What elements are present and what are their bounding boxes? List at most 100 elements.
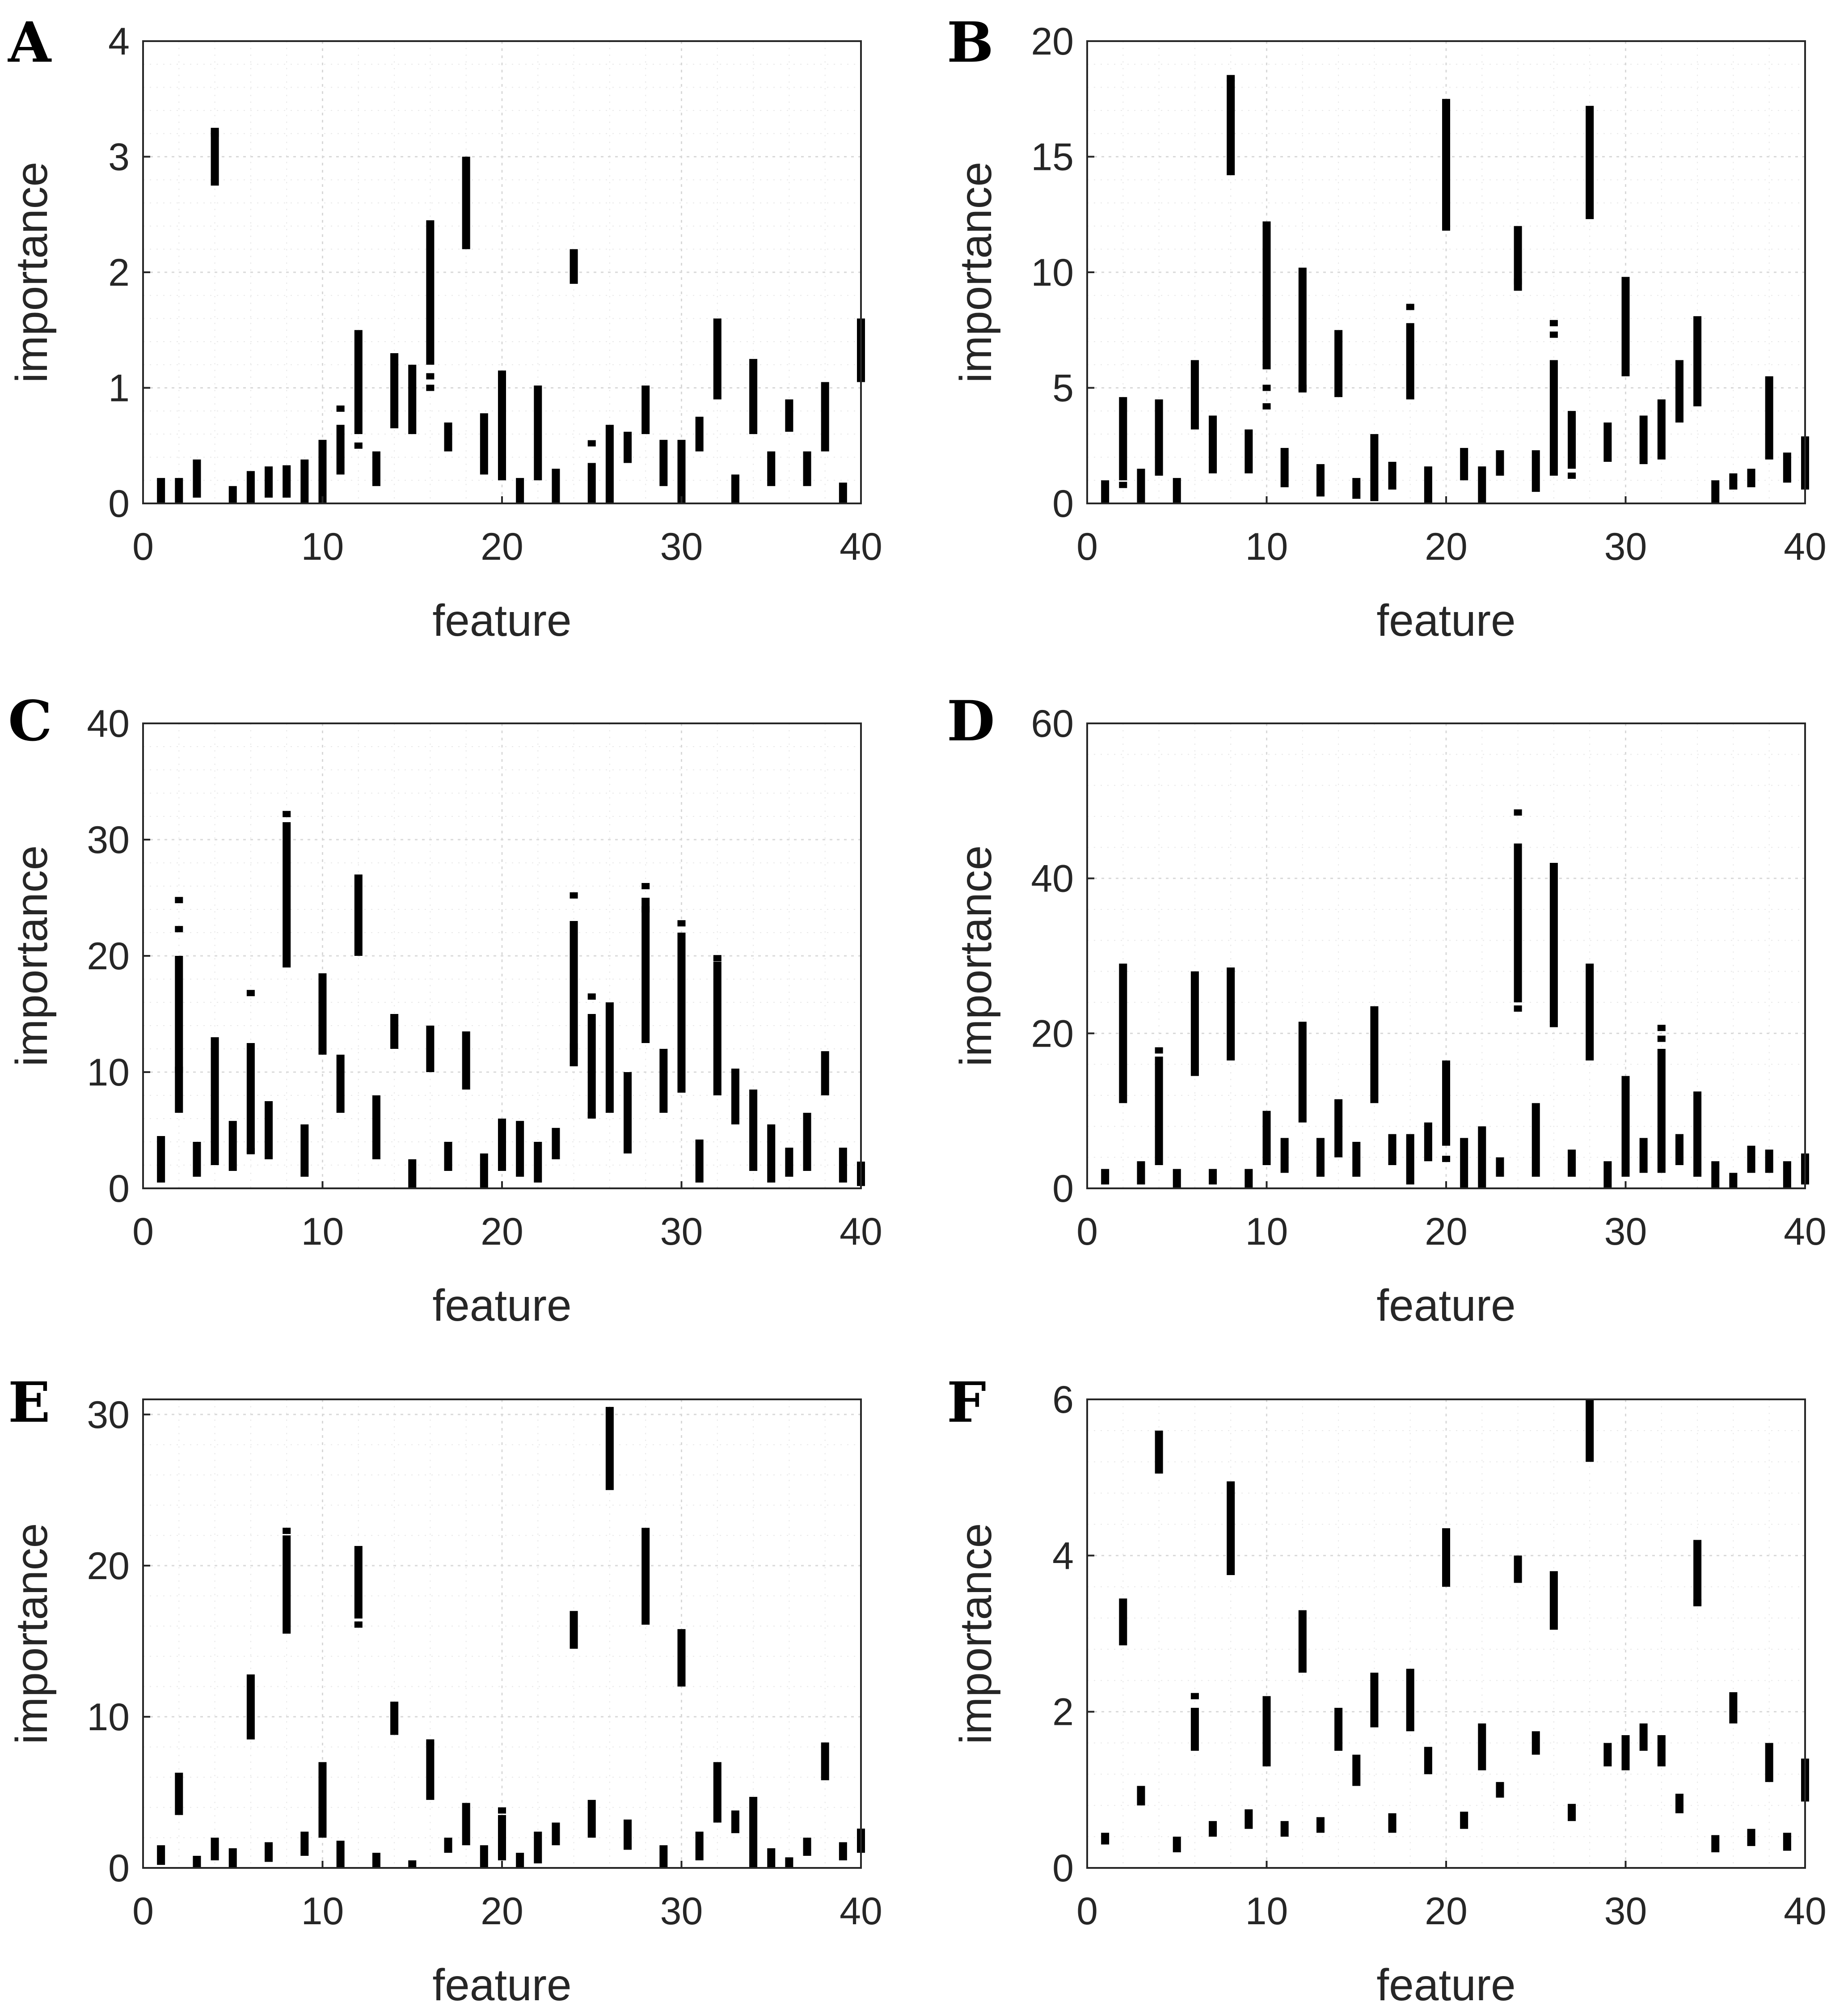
outlier-feature-26	[1549, 1021, 1558, 1027]
range-bar-feature-4	[1155, 1056, 1163, 1165]
outlier-feature-20	[1442, 199, 1450, 206]
range-bar-feature-32	[1657, 1735, 1666, 1766]
range-bar-feature-11	[336, 1841, 345, 1868]
x-tick-label: 0	[132, 525, 154, 568]
range-bar-feature-13	[372, 451, 380, 486]
x-tick-label: 40	[840, 1210, 882, 1253]
range-bar-feature-13	[1316, 1817, 1325, 1833]
range-bar-feature-38	[1765, 1743, 1773, 1782]
range-bar-feature-15	[1352, 1754, 1361, 1786]
range-bar-feature-32	[1657, 1049, 1666, 1173]
range-bar-feature-23	[552, 469, 560, 503]
range-bar-feature-23	[552, 1128, 560, 1159]
x-axis-ticks-a: 0 10 20 30 40	[132, 496, 882, 568]
range-bar-feature-23	[552, 1822, 560, 1846]
range-bar-feature-27	[624, 1072, 632, 1153]
range-bar-feature-8	[283, 1535, 291, 1634]
range-bar-feature-19	[1424, 1747, 1432, 1774]
range-bar-feature-7	[1209, 1169, 1217, 1185]
outlier-feature-24	[1514, 278, 1522, 285]
range-bar-feature-11	[1280, 448, 1289, 487]
panel-c: C 0 10 20 30 40 0 10 20 30 40 feature importance	[7, 689, 882, 1331]
range-bar-feature-31	[1639, 1723, 1648, 1751]
range-bar-feature-36	[785, 1857, 793, 1868]
range-bar-feature-13	[372, 1095, 380, 1159]
range-bar-feature-5	[228, 486, 237, 503]
range-bar-feature-4	[211, 1037, 219, 1165]
range-bar-feature-24	[1514, 226, 1522, 291]
range-bar-feature-1	[157, 1136, 165, 1183]
range-bar-feature-32	[713, 962, 721, 1095]
range-bar-feature-24	[570, 249, 578, 284]
range-bar-feature-18	[462, 1803, 470, 1846]
range-bar-feature-5	[1173, 478, 1181, 503]
range-bar-feature-36	[1729, 1692, 1738, 1724]
range-bar-feature-26	[605, 425, 614, 503]
range-bar-feature-27	[624, 1819, 632, 1850]
range-bar-feature-19	[480, 413, 488, 475]
range-bar-feature-6	[1190, 1707, 1199, 1751]
panel-label-d: D	[947, 689, 995, 754]
range-bar-feature-22	[1478, 1723, 1486, 1770]
outlier-feature-4	[211, 130, 219, 137]
outlier-feature-28	[641, 906, 650, 912]
range-bar-feature-4	[1155, 1430, 1163, 1474]
y-axis-label-f: importance	[951, 1523, 1001, 1745]
y-tick-label: 1	[108, 367, 130, 410]
range-bar-feature-5	[228, 1848, 237, 1868]
x-tick-label: 40	[840, 525, 882, 568]
y-axis-label-c: importance	[7, 845, 57, 1067]
range-bar-feature-20	[1442, 1060, 1450, 1146]
range-bar-feature-11	[336, 1055, 345, 1113]
range-bar-feature-3	[1137, 1786, 1145, 1806]
range-bars-c	[157, 822, 865, 1188]
range-bar-feature-27	[1568, 411, 1576, 469]
range-bar-feature-4	[211, 127, 219, 186]
range-bar-feature-15	[408, 1860, 417, 1868]
range-bar-feature-24	[1514, 1555, 1522, 1583]
outlier-feature-2	[1119, 482, 1127, 488]
y-tick-label: 40	[87, 702, 130, 745]
y-axis-ticks-f: 0 2 4 6	[1052, 1378, 1094, 1890]
range-bar-feature-23	[1496, 1157, 1504, 1177]
range-bar-feature-39	[839, 482, 847, 503]
outliers-f	[1190, 1599, 1702, 1699]
outlier-feature-34	[1693, 1599, 1702, 1606]
range-bar-feature-39	[1783, 1833, 1791, 1851]
range-bar-feature-21	[1460, 448, 1468, 481]
range-bar-feature-8	[283, 822, 291, 967]
y-tick-label: 0	[1052, 482, 1074, 525]
outlier-feature-11	[336, 406, 345, 412]
range-bar-feature-17	[1388, 461, 1397, 490]
panel-a: A 0 10 20 30 40 0 1 2 3 4 feature importance	[7, 10, 882, 646]
y-tick-label: 4	[1052, 1534, 1074, 1577]
range-bar-feature-1	[1101, 480, 1110, 503]
range-bar-feature-34	[1693, 316, 1702, 406]
y-axis-ticks-d: 0 20 40 60	[1031, 702, 1094, 1210]
x-tick-label: 20	[481, 1890, 523, 1933]
range-bar-feature-24	[570, 1611, 578, 1649]
range-bar-feature-19	[1424, 1122, 1432, 1162]
range-bar-feature-31	[695, 1139, 704, 1183]
range-bar-feature-5	[1173, 1169, 1181, 1188]
y-tick-label: 2	[1052, 1691, 1074, 1734]
x-axis-ticks-f: 0 10 20 30 40	[1076, 1861, 1827, 1933]
range-bar-feature-24	[570, 921, 578, 1066]
range-bar-feature-37	[1747, 1829, 1755, 1846]
range-bar-feature-1	[1101, 1833, 1110, 1845]
outlier-feature-6	[246, 990, 255, 997]
outlier-feature-26	[1549, 320, 1558, 326]
range-bar-feature-16	[1370, 1006, 1379, 1103]
range-bar-feature-19	[1424, 466, 1432, 503]
range-bar-feature-31	[695, 417, 704, 452]
range-bar-feature-22	[534, 1831, 542, 1863]
range-bar-feature-20	[498, 370, 506, 481]
range-bar-feature-14	[390, 1702, 399, 1735]
range-bar-feature-21	[516, 478, 524, 503]
panel-label-a: A	[8, 10, 52, 75]
range-bar-feature-9	[300, 459, 309, 503]
range-bar-feature-38	[821, 1051, 829, 1095]
panel-label-c: C	[8, 689, 52, 754]
range-bar-feature-22	[1478, 1126, 1486, 1188]
panel-d: D 0 10 20 30 40 0 20 40 60 feature importance	[947, 689, 1827, 1331]
